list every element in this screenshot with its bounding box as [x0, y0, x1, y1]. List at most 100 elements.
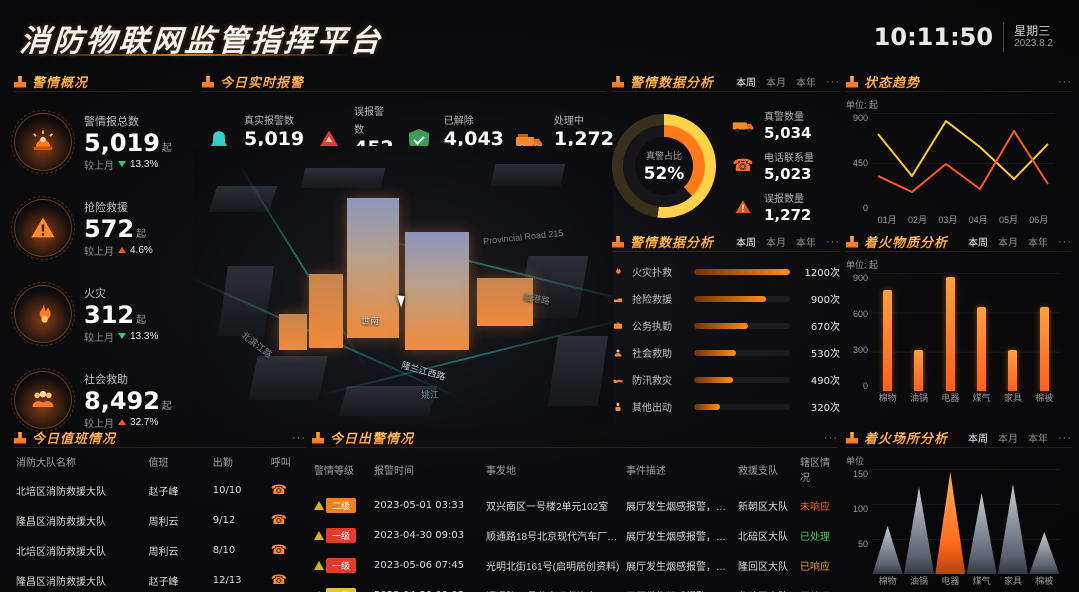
bar-row: 公务执勤 670次: [612, 312, 840, 339]
title-underline: [22, 54, 352, 56]
bar-row: 抢险救援 900次: [612, 285, 840, 312]
tab-this-year[interactable]: 本年: [1028, 238, 1048, 249]
table-row: 隆昌区消防救援大队 周利云 9/12 ☎: [16, 512, 287, 528]
panel-realtime-alarms: 今日实时报警 真实报警数 5,019 起 误报警数 452 起: [202, 72, 614, 178]
panel-alarm-data-bars: 警情数据分析 本周 本月 本年 ··· 火灾扑救 1200次 抢险救援 900次: [612, 232, 840, 422]
panel-title: 状态趋势: [864, 72, 920, 91]
stat-compare: 较上月 13.3%: [84, 330, 159, 344]
call-phone-icon[interactable]: ☎: [270, 482, 287, 497]
panel-title: 着火物质分析: [864, 232, 948, 251]
col-header: 出勤: [212, 458, 233, 469]
x-axis-labels: 01月 02月 03月 04月 05月 06月: [877, 215, 1049, 225]
trend-down-icon: [118, 333, 126, 339]
y-axis-unit: 单位: [846, 456, 865, 466]
call-phone-icon[interactable]: ☎: [270, 512, 287, 527]
panel-title: 警情概况: [32, 72, 88, 91]
level-warning-icon: [314, 590, 324, 592]
status-badge: 已处理: [800, 531, 830, 543]
x-axis-labels: 棉物 油锅 电器 煤气 家具 棉被: [878, 576, 1054, 586]
bar-row: 防汛救灾 490次: [612, 366, 840, 393]
tab-this-week[interactable]: 本周: [736, 78, 756, 89]
panel-flag-icon: [846, 75, 858, 88]
col-header: 事件描述: [626, 465, 666, 477]
tab-this-month[interactable]: 本月: [766, 238, 786, 249]
clock-weekday: 星期三: [1014, 23, 1051, 38]
status-badge: 已响应: [800, 561, 830, 573]
trend-down-icon: [118, 161, 126, 167]
y-axis-ticks: 150 100 50: [852, 469, 868, 549]
tab-this-week[interactable]: 本周: [968, 238, 988, 249]
panel-fire-material: 着火物质分析 本周 本月 本年 ··· 单位: 起 900 600 300 0 棉物…: [846, 232, 1072, 422]
city-3d-map[interactable]: 世南 Provincial Road 215 隆兰江西路 姚江 北滨江路 临港路: [193, 146, 613, 424]
panel-flag-icon: [312, 431, 324, 444]
tab-this-month[interactable]: 本月: [998, 238, 1018, 249]
panel-title: 今日值班情况: [32, 428, 116, 447]
col-header: 值班: [148, 458, 169, 469]
panel-title: 警情数据分析: [630, 232, 714, 251]
peak-chart: [872, 469, 1060, 574]
panel-title: 着火场所分析: [864, 428, 948, 447]
stat-label: 警情报总数: [84, 115, 139, 128]
panel-status-trend: 状态趋势 ··· 单位: 起 900 450 0 01月 02月 03月 04月 05月 0…: [846, 72, 1072, 226]
panel-duty-today: 今日值班情况 ··· 消防大队名称 值班 出勤 呼叫 北培区消防救援大队 赵子峰 …: [14, 428, 306, 588]
call-phone-icon[interactable]: ☎: [270, 572, 287, 587]
legend-real-alarms: 真警数量 5,034: [730, 107, 814, 143]
more-icon[interactable]: ···: [826, 235, 840, 248]
panel-alarm-data-donut: 警情数据分析 本周 本月 本年 ··· 真警占比 52%: [612, 72, 840, 226]
panel-alarm-overview: 警情概况 警情报总数 5,019 起 较上月 13.3% 抢险救援 572 起 较上月…: [11, 72, 192, 432]
tab-this-month[interactable]: 本月: [998, 434, 1018, 445]
col-header: 消防大队名称: [16, 458, 76, 469]
table-row: 北培区消防救援大队 周利云 8/10 ☎: [16, 542, 287, 558]
panel-flag-icon: [14, 75, 26, 88]
rescue-icon: [612, 293, 626, 305]
tab-this-year[interactable]: 本年: [1028, 434, 1048, 445]
dispatch-table: 警情等级 报警时间 事发地 事件描述 救援支队 辖区情况 二级 2023-05-…: [312, 448, 838, 592]
legend-phone-contacts: ☎ 电话联系量 5,023: [730, 148, 814, 184]
more-icon[interactable]: ···: [826, 75, 840, 88]
overview-stat-social: 社会救助 8,492 起 较上月 32.7%: [11, 364, 192, 436]
panel-flag-icon: [612, 235, 624, 248]
more-icon[interactable]: ···: [292, 431, 306, 444]
rescue-people-icon: [11, 368, 75, 432]
clock: 10:11:50 星期三 2023.8.2: [874, 22, 1053, 52]
level-warning-icon: [314, 530, 324, 540]
panel-title: 警情数据分析: [630, 72, 714, 91]
map-label: 世南: [361, 316, 380, 326]
stat-compare: 较上月 4.6%: [84, 244, 153, 258]
more-icon[interactable]: ···: [1058, 235, 1072, 248]
false-alarm-icon: [312, 124, 346, 158]
dispatch-icon: [612, 401, 626, 413]
more-icon[interactable]: ···: [824, 431, 838, 444]
bar-row: 社会救助 530次: [612, 339, 840, 366]
flame-icon: [612, 265, 626, 278]
flame-icon: [11, 282, 75, 346]
stat-label: 社会救助: [84, 373, 128, 386]
tab-this-year[interactable]: 本年: [796, 78, 816, 89]
stat-value: 8,492 起: [84, 386, 172, 415]
panel-title: 今日实时报警: [220, 72, 304, 91]
people-icon: [612, 347, 626, 359]
clock-time: 10:11:50: [873, 23, 994, 51]
col-header: 辖区情况: [800, 458, 830, 484]
stat-value: 312 起: [84, 300, 147, 329]
bar-row: 火灾扑救 1200次: [612, 258, 840, 285]
table-row: 二级 2023-05-01 03:33 双兴南区一号楼2单元102室 展厅发生烟…: [312, 490, 838, 520]
overview-stat-total: 警情报总数 5,019 起 较上月 13.3%: [11, 106, 192, 178]
tab-this-year[interactable]: 本年: [796, 238, 816, 249]
more-icon[interactable]: ···: [1058, 75, 1072, 88]
table-row: 一级 2023-05-06 07:45 光明北街161号(启明居创资料) 展厅发…: [312, 550, 838, 580]
tab-this-week[interactable]: 本周: [968, 434, 988, 445]
tab-this-month[interactable]: 本月: [766, 78, 786, 89]
panel-flag-icon: [846, 431, 858, 444]
tab-this-week[interactable]: 本周: [736, 238, 756, 249]
table-row: 北培区消防救援大队 赵子峰 10/10 ☎: [16, 482, 287, 498]
level-badge: 三级: [326, 587, 357, 592]
more-icon[interactable]: ···: [1058, 431, 1072, 444]
level-badge: 一级: [326, 527, 357, 543]
call-phone-icon[interactable]: ☎: [270, 542, 287, 557]
bar-row: 其他出动 320次: [612, 393, 840, 420]
highlight-building: [405, 232, 469, 350]
stat-label: 火灾: [84, 287, 106, 300]
briefcase-icon: [612, 320, 626, 331]
